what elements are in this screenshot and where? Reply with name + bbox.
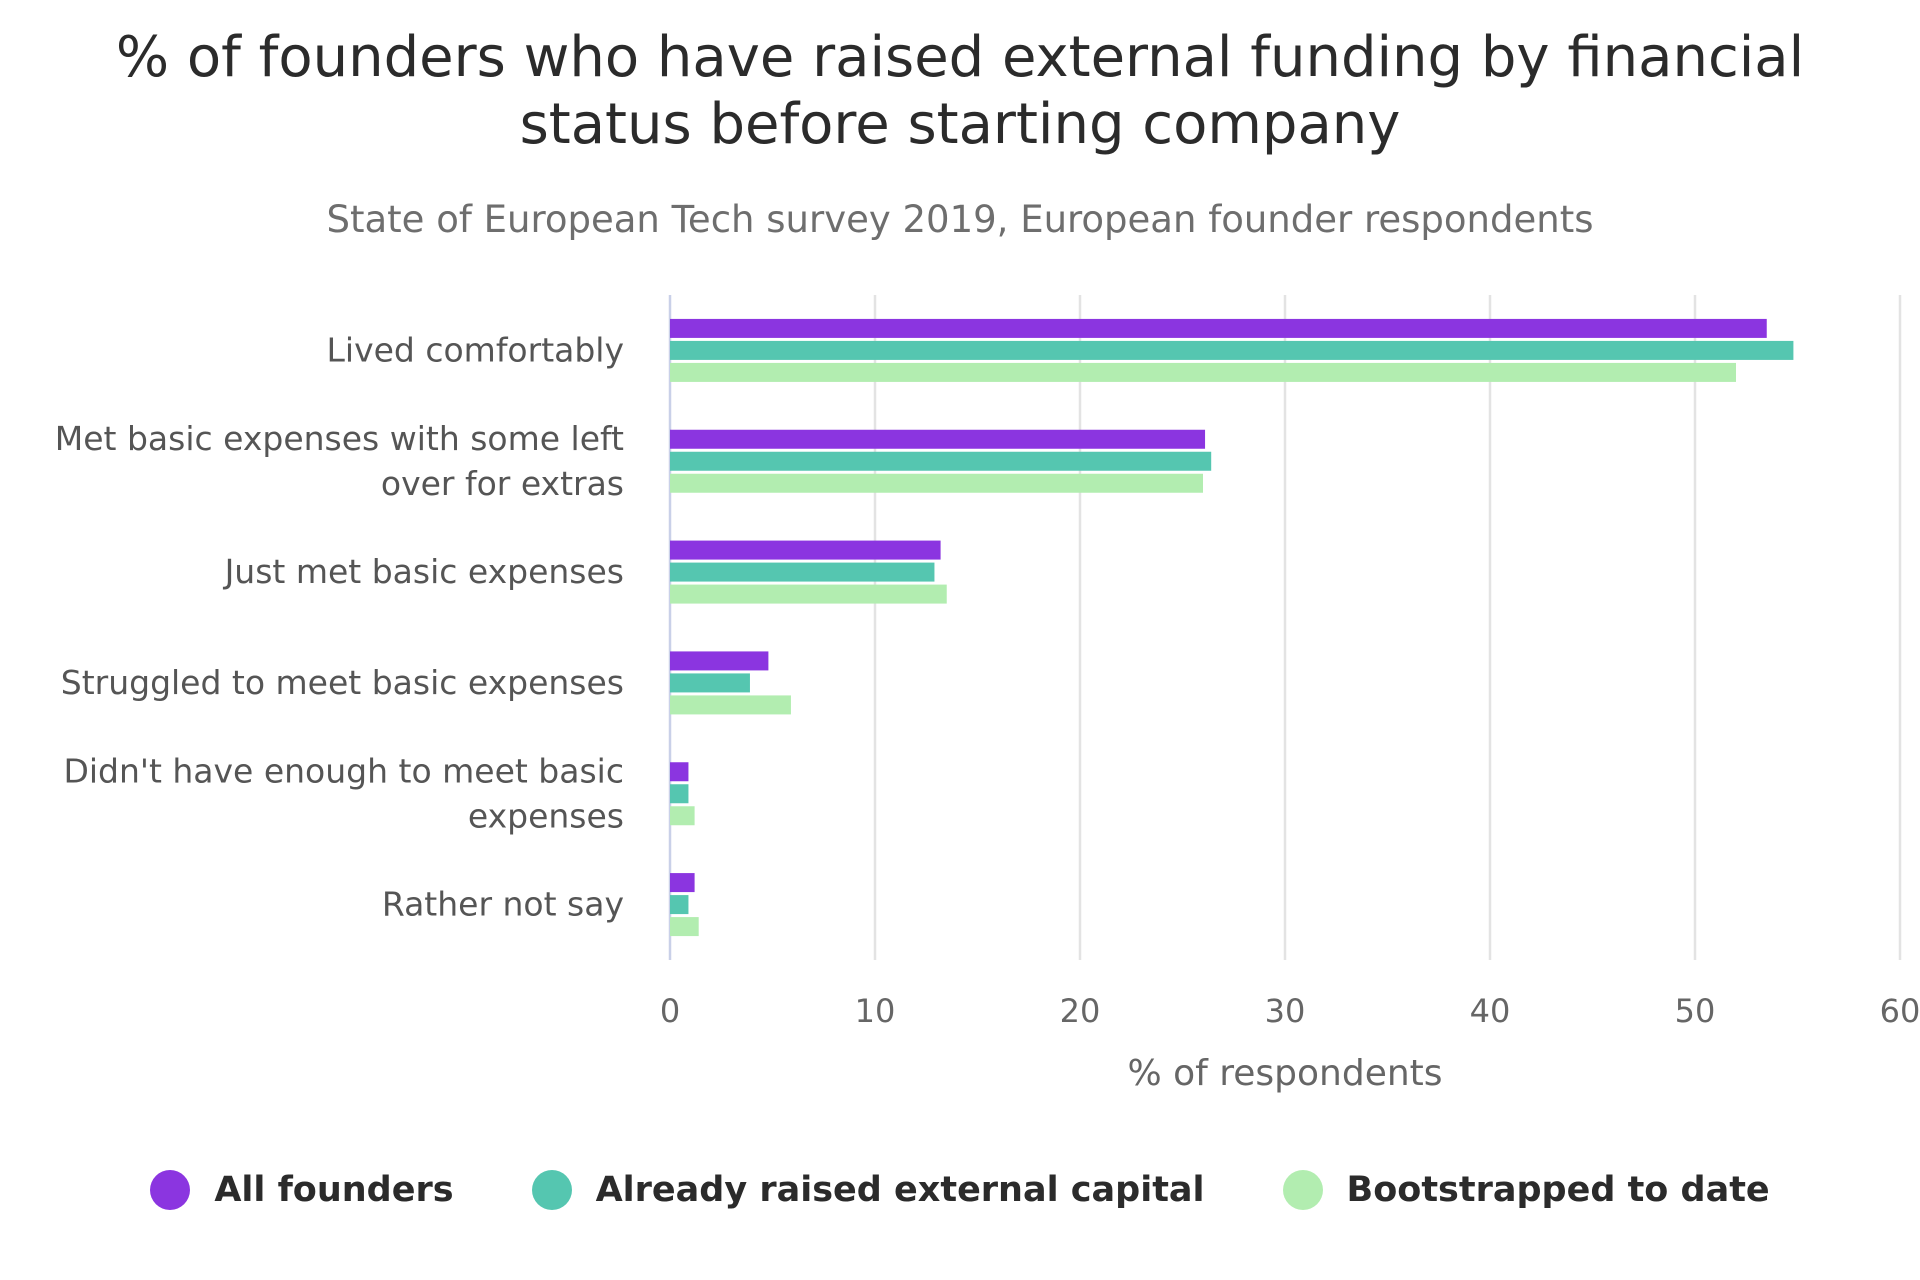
x-tick-label: 50 bbox=[1675, 992, 1716, 1030]
bar bbox=[670, 917, 699, 937]
bar bbox=[670, 584, 947, 604]
category-label: Didn't have enough to meet basic bbox=[63, 751, 624, 790]
bar bbox=[670, 340, 1794, 360]
chart-subtitle: State of European Tech survey 2019, Euro… bbox=[326, 198, 1594, 241]
legend-label-already-raised: Already raised external capital bbox=[595, 1170, 1205, 1210]
category-label: expenses bbox=[468, 796, 624, 835]
chart-title-line-2: status before starting company bbox=[519, 92, 1401, 157]
x-tick-label: 0 bbox=[660, 992, 680, 1030]
legend-swatch-bootstrapped bbox=[1282, 1170, 1323, 1210]
x-tick-label: 20 bbox=[1060, 992, 1101, 1030]
x-tick-label: 60 bbox=[1880, 992, 1920, 1030]
category-label: Struggled to meet basic expenses bbox=[61, 663, 624, 702]
bar bbox=[670, 318, 1767, 338]
legend-item-all-founders[interactable]: All founders bbox=[150, 1170, 454, 1210]
bar bbox=[670, 429, 1206, 449]
x-tick-label: 40 bbox=[1470, 992, 1511, 1030]
bar bbox=[670, 540, 941, 560]
chart-title-line-1: % of founders who have raised external f… bbox=[115, 25, 1805, 90]
x-tick-label: 10 bbox=[855, 992, 896, 1030]
legend-label-bootstrapped: Bootstrapped to date bbox=[1346, 1170, 1770, 1210]
x-tick-label: 30 bbox=[1265, 992, 1306, 1030]
bar bbox=[670, 806, 695, 826]
bar bbox=[670, 451, 1212, 471]
bar bbox=[670, 562, 935, 582]
category-label: Met basic expenses with some left bbox=[55, 419, 624, 458]
bar-chart: 0 10 20 30 40 50 60 % of respondents Lived comfo… bbox=[55, 295, 1920, 1094]
x-axis-title: % of respondents bbox=[1127, 1053, 1442, 1094]
bar bbox=[670, 873, 695, 893]
legend-label-all-founders: All founders bbox=[214, 1170, 454, 1210]
legend-item-already-raised[interactable]: Already raised external capital bbox=[531, 1170, 1205, 1210]
legend-swatch-already-raised bbox=[531, 1170, 572, 1210]
legend: All founders Already raised external cap… bbox=[0, 1160, 1920, 1220]
chart-title: % of founders who have raised external f… bbox=[0, 24, 1920, 158]
bar bbox=[670, 895, 689, 915]
bar bbox=[670, 651, 769, 671]
category-label: over for extras bbox=[381, 464, 624, 503]
category-label: Just met basic expenses bbox=[223, 552, 624, 591]
bar bbox=[670, 784, 689, 804]
category-label: Lived comfortably bbox=[327, 330, 624, 369]
bar bbox=[670, 362, 1736, 382]
bar bbox=[670, 762, 689, 782]
legend-item-bootstrapped[interactable]: Bootstrapped to date bbox=[1282, 1170, 1770, 1210]
category-label: Rather not say bbox=[382, 885, 624, 924]
legend-swatch-all-founders bbox=[150, 1170, 191, 1210]
bar bbox=[670, 695, 791, 715]
bar bbox=[670, 673, 750, 693]
bar bbox=[670, 473, 1203, 493]
